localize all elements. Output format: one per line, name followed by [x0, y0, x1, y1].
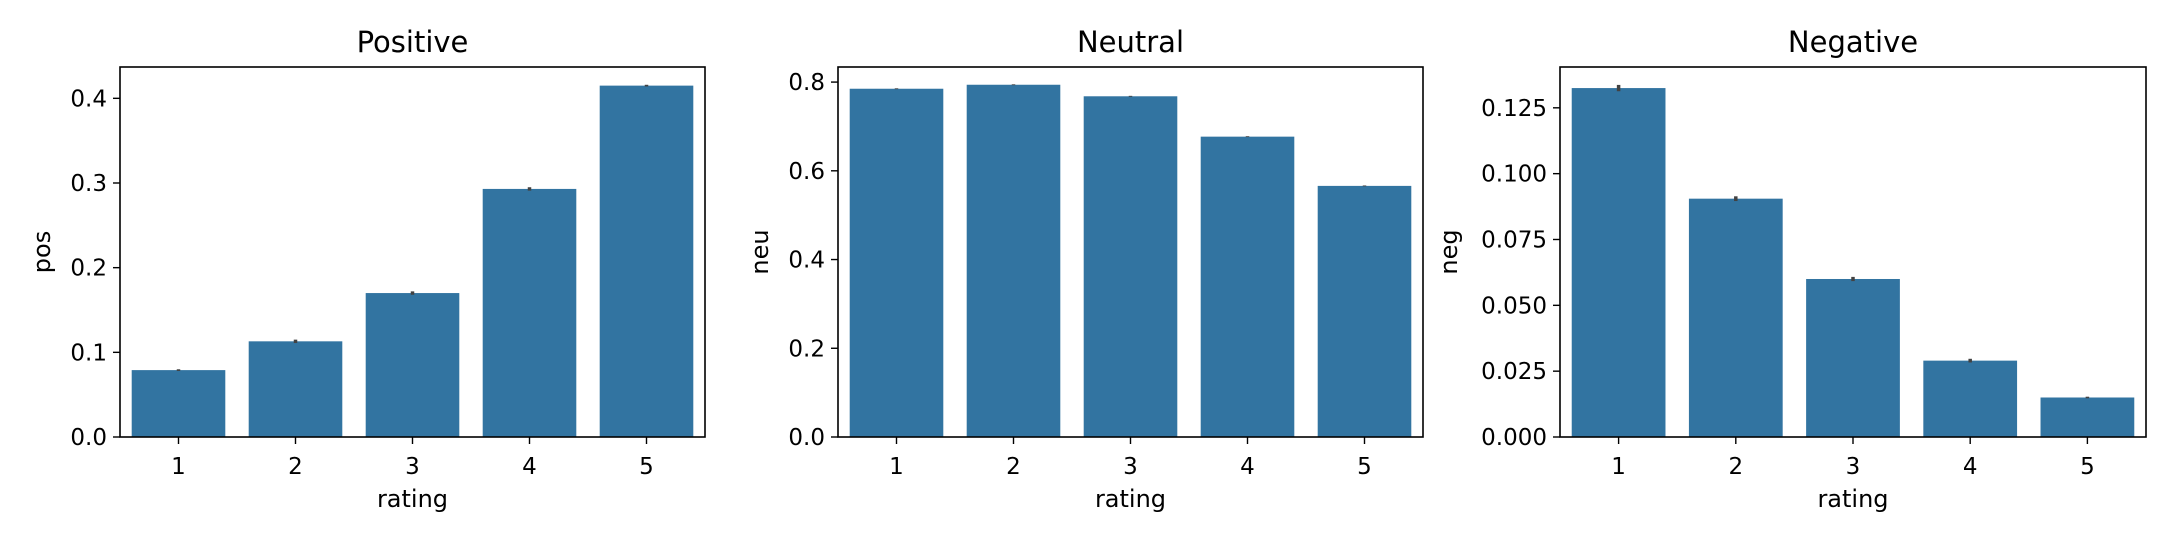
- plot-frame: [837, 66, 1424, 438]
- x-axis-label: rating: [1095, 485, 1166, 513]
- bar-2: [966, 84, 1061, 438]
- y-tick-label: 0.025: [1481, 359, 1547, 385]
- x-tick-label: 2: [1006, 454, 1021, 480]
- y-tick-label: 0.4: [788, 248, 825, 274]
- panel-title: Positive: [357, 25, 469, 59]
- plot-frame: [1559, 66, 2147, 438]
- y-tick-label: 0.6: [788, 159, 825, 185]
- x-tick-label: 2: [1728, 454, 1743, 480]
- y-tick-label: 0.2: [788, 336, 825, 362]
- panel-negative: Negative rating neg 0.000 0.025 0.050 0.075…: [1435, 25, 2147, 513]
- panel-positive: Positive rating pos 0.0 0.1 0.2 0.3 0.4 1 2 3 4…: [28, 25, 706, 513]
- x-tick-label: 5: [2080, 454, 2095, 480]
- y-tick-label: 0.2: [70, 256, 107, 282]
- y-tick-label: 0.4: [70, 86, 107, 112]
- x-axis-label: rating: [1817, 485, 1888, 513]
- bar-2: [1688, 198, 1783, 437]
- y-tick-label: 0.0: [788, 425, 825, 451]
- panel-title: Negative: [1788, 25, 1918, 59]
- bars-layer: [849, 84, 1412, 438]
- bar-1: [849, 88, 944, 437]
- y-ticks: 0.0 0.2 0.4 0.6 0.8: [788, 70, 838, 451]
- x-ticks: 1 2 3 4 5: [1611, 437, 2095, 480]
- x-tick-label: 5: [639, 454, 654, 480]
- bar-5: [1317, 185, 1412, 437]
- x-ticks: 1 2 3 4 5: [171, 437, 654, 480]
- x-tick-label: 4: [1240, 454, 1255, 480]
- bar-3: [1083, 96, 1178, 437]
- y-tick-label: 0.1: [70, 340, 107, 366]
- y-tick-label: 0.075: [1481, 227, 1547, 253]
- x-tick-label: 3: [1846, 454, 1861, 480]
- bar-1: [1571, 88, 1666, 437]
- bar-4: [1923, 360, 2018, 437]
- y-tick-label: 0.8: [788, 70, 825, 96]
- x-tick-label: 1: [1611, 454, 1626, 480]
- panel-title: Neutral: [1077, 25, 1184, 59]
- bar-3: [1806, 278, 1900, 437]
- x-tick-label: 1: [171, 454, 186, 480]
- y-axis-label: pos: [28, 231, 56, 273]
- y-ticks: 0.0 0.1 0.2 0.3 0.4: [70, 86, 120, 451]
- x-tick-label: 5: [1357, 454, 1372, 480]
- x-tick-label: 3: [405, 454, 420, 480]
- bar-3: [365, 293, 460, 437]
- y-ticks: 0.000 0.025 0.050 0.075 0.100 0.125: [1481, 96, 1560, 451]
- bars-layer: [1571, 84, 2135, 437]
- x-tick-label: 3: [1123, 454, 1138, 480]
- bar-2: [248, 341, 343, 437]
- x-axis-label: rating: [377, 485, 448, 513]
- bars-layer: [131, 84, 694, 437]
- bar-5: [599, 85, 694, 437]
- y-tick-label: 0.3: [70, 171, 107, 197]
- x-tick-label: 1: [889, 454, 904, 480]
- y-axis-label: neg: [1435, 229, 1463, 274]
- x-tick-label: 2: [288, 454, 303, 480]
- y-tick-label: 0.0: [70, 425, 107, 451]
- x-ticks: 1 2 3 4 5: [889, 437, 1372, 480]
- y-tick-label: 0.125: [1481, 96, 1547, 122]
- panel-neutral: Neutral rating neu 0.0 0.2 0.4 0.6 0.8 1 2 3 4 5: [746, 25, 1424, 513]
- bar-4: [482, 188, 577, 437]
- bar-5: [2040, 397, 2135, 437]
- y-tick-label: 0.100: [1481, 162, 1547, 188]
- y-tick-label: 0.000: [1481, 425, 1547, 451]
- bar-4: [1200, 136, 1295, 437]
- x-tick-label: 4: [1963, 454, 1978, 480]
- bar-1: [131, 370, 226, 437]
- plot-frame: [119, 66, 706, 438]
- x-tick-label: 4: [522, 454, 537, 480]
- y-axis-label: neu: [746, 229, 774, 274]
- y-tick-label: 0.050: [1481, 293, 1547, 319]
